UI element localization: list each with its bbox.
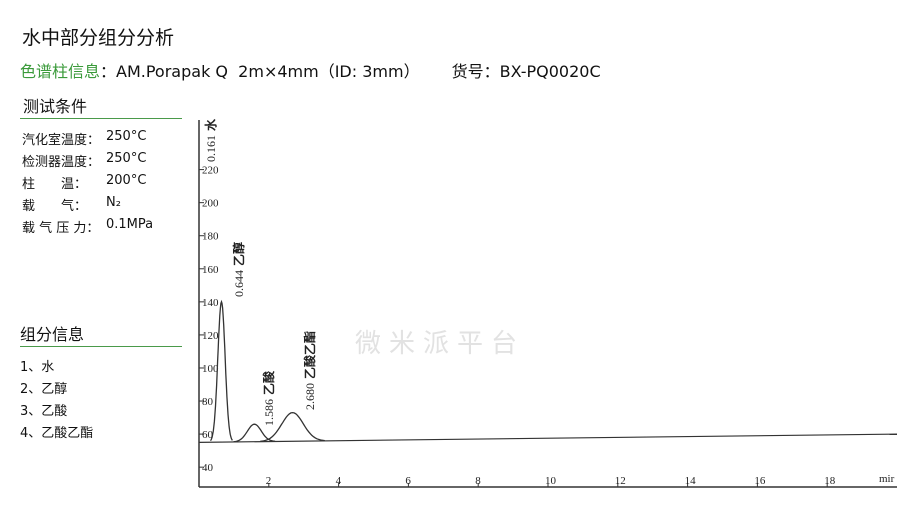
peak-label: 1.586 乙酸 [261, 370, 276, 426]
condition-value: 250°C [106, 129, 147, 144]
component: 2、乙醇 [20, 382, 68, 397]
condition-value: 250°C [106, 151, 147, 166]
conditions-title: 测试条件 [23, 97, 88, 116]
x-tick-label: 18 [824, 475, 836, 487]
component: 1、水 [20, 360, 55, 375]
components-title: 组分信息 [20, 325, 85, 344]
condition-label: 载 气： [22, 199, 88, 214]
x-unit: mir [879, 473, 895, 485]
x-tick-label: 12 [615, 475, 626, 487]
component: 3、乙酸 [20, 404, 68, 419]
peak-time: 1.586 [262, 399, 276, 426]
component: 4、乙酸乙酯 [20, 426, 94, 441]
y-tick-label: 80 [202, 396, 214, 408]
y-tick-label: 180 [202, 231, 219, 243]
rule [20, 118, 182, 119]
baseline [198, 433, 898, 443]
peak-time: 2.680 [303, 383, 317, 410]
x-tick-label: 8 [475, 475, 481, 487]
rule [20, 346, 182, 347]
x-tick-label: 10 [545, 475, 557, 487]
peak-time: 0.161 [204, 135, 218, 162]
peak-name: 乙醇 [231, 242, 246, 266]
x-tick-label: 2 [266, 475, 272, 487]
peak-name: 乙酸 [261, 370, 276, 395]
title: 水中部分组分分析 [22, 27, 175, 49]
y-tick-label: 220 [202, 165, 219, 177]
peak-label: 0.161 水 [203, 118, 218, 162]
peak-label: 0.644 乙醇 [231, 242, 246, 297]
peak-name: 水 [203, 118, 218, 131]
column-info: 色谱柱信息：AM.Porapak Q 2m×4mm（ID: 3mm） 货号：BX-… [20, 58, 601, 82]
peak [260, 411, 325, 442]
part-label: 货号： [451, 62, 500, 81]
y-tick-label: 140 [202, 297, 219, 309]
peak-label: 2.680 乙酸乙酯 [302, 331, 317, 410]
condition-value: 0.1MPa [106, 217, 154, 232]
y-tick-label: 160 [202, 264, 219, 276]
x-tick-label: 14 [685, 475, 697, 487]
x-tick-label: 16 [754, 475, 766, 487]
x-tick-label: 6 [405, 475, 411, 487]
y-tick-label: 120 [202, 330, 219, 342]
column-label: 色谱柱信息 [20, 62, 101, 81]
condition-value: N₂ [106, 195, 121, 210]
part-no: BX-PQ0020C [499, 62, 601, 81]
condition-label: 检测器温度： [22, 155, 101, 170]
y-tick-label: 100 [202, 363, 219, 375]
y-tick-label: 60 [202, 429, 214, 441]
watermark: 微米派平台 [355, 329, 525, 359]
peak [209, 299, 233, 442]
condition-label: 汽化室温度： [22, 133, 101, 148]
peak-time: 0.644 [232, 270, 246, 297]
condition-value: 200°C [106, 173, 147, 188]
y-tick-label: 40 [202, 462, 214, 474]
peak-name: 乙酸乙酯 [302, 331, 317, 379]
x-tick-label: 4 [336, 475, 342, 487]
y-tick-label: 200 [202, 198, 219, 210]
condition-label: 载 气 压 力： [22, 221, 100, 236]
column-text: ：AM.Porapak Q 2m×4mm（ID: 3mm） [100, 62, 420, 81]
condition-label: 柱 温： [22, 177, 88, 192]
